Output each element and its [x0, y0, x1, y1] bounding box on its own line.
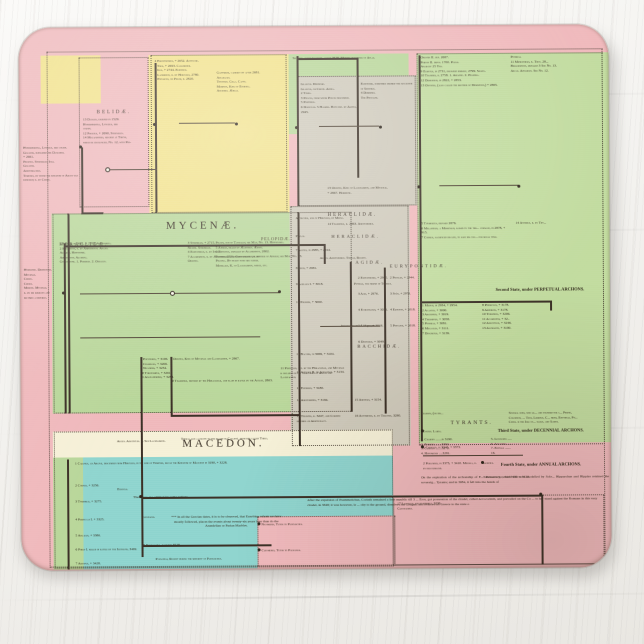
text-eurypontidae-sous: 3 Soüs, + 2976. [389, 291, 412, 296]
lineage-line [550, 300, 552, 311]
text-athens-top-right: Phorbas. 11 Menestheus, k. Troy, 28... B… [510, 54, 557, 73]
text-athens-charops: Several sons, who le... and founded the … [508, 410, 578, 423]
text-heraclidae-prumnis: 10 Prumnis, + 3060. [296, 299, 323, 305]
label-second-state: Second State, under PERPETUAL ARCHONS. [495, 287, 585, 292]
text-heraclidae-telestes: 17 Telestes, k. 3247, and Corinth become… [296, 413, 341, 423]
text-cleodaeus: Cleodaeus. [141, 514, 156, 520]
text-heraclidae-agelaus: 9 Agelaus I. + 3018. [295, 281, 324, 287]
text-eurotas: Eurotas. [117, 487, 129, 492]
text-macedon-aeropus: 7 Aeropus, + 3428. [75, 561, 101, 566]
text-mycenae-theras: Theras, led a colony to the island of Ca… [180, 436, 269, 441]
text-orestes-lacedaemon: 13 Orestes, King of Lacedaemon, and Myce… [327, 185, 388, 195]
text-troy-entries: 4 Erichthonius, + 2652. Astyoche. 5 Tros… [154, 58, 200, 82]
text-tyrants-gordius: Gordius. [483, 460, 494, 465]
text-macedon-aeropus-regent: Pausanias, Regent during the minority of… [155, 556, 222, 561]
text-tyrants-periander: 2 Periander, in 3373, + 3410. Melissa, k… [423, 461, 477, 470]
text-nicomedes: Nicomedes, Tutor to Plistarchus. [261, 522, 303, 527]
text-troy-entries-right: Ganymede, carried off after 2681. Assara… [216, 70, 261, 93]
chart-artwork: MACEDON. MYCENÆ. BELIDÆ. HERACLIDÆ. HERA… [18, 24, 612, 571]
text-tisamenus-right: 14 Tisamenus, k. 2863. Aristodemus. [327, 221, 374, 226]
lineage-node-open [169, 290, 175, 296]
text-heraclidae-agelaus2: 12 Agelaus II. or Agelaidas, + 3134. [296, 369, 345, 375]
mousepad[interactable]: MACEDON. MYCENÆ. BELIDÆ. HERACLIDÆ. HERA… [18, 24, 612, 571]
text-agidae-doryssus: 6 Doryssus, + 3049. [358, 339, 385, 344]
text-mycenae-argus: Argus. Aeschylus. 4. See Lacedaemon. [116, 438, 166, 444]
text-macedon-caranus: 1 Caranus, an Argive, descended from Her… [74, 460, 228, 466]
text-eurypontidae-prytanis: 5 Prytanis, + 3018. [390, 323, 416, 328]
lineage-node-open [105, 167, 111, 173]
text-sparta-lycurgus: 17 Lycurgus, killed himself, 3235. Cleod… [397, 501, 442, 511]
text-tyrants-psammetichus: 3 Psammetichus, from 3409 to 3422. [483, 474, 530, 479]
lineage-line [81, 212, 104, 215]
text-eurypontidae-eurypon: 4 Eurypon, + 3018. [390, 307, 416, 312]
text-heraclidae-eudemus: 13 Eudemus, + 3180. [296, 385, 325, 391]
text-athens-antheus: 14 Antheus, k. by Thy... [515, 220, 547, 225]
text-tyrants-cypselus: 1 Cypselus, in 3343, + 3373. [422, 445, 461, 450]
text-eurypontidae-procles: 2 Procles, + 2944. [389, 275, 415, 280]
text-athens-alcmaeon: Charops, (or his... [420, 411, 444, 416]
text-athens-colonies [540, 300, 607, 406]
text-misc-left-lower: Hyrnetho. Deiphontes. Mycenae. Cissus. C… [23, 267, 52, 300]
text-cleomenes: Cleomenes, Tutor to Pausanias. [261, 548, 302, 553]
heading-belidae: BELIDÆ. [96, 109, 132, 115]
text-theras-regent: Argus. Aristodemus. Theras, Regent. [319, 255, 367, 260]
text-belidae-entries: 13 Danaus, usurped in 1529. Hypermnestra… [82, 117, 132, 145]
text-athens-top-left: Orestes II. dep. 2687. Phidon II. depos.… [420, 55, 498, 87]
text-heraclidae-bacchis: 11 Bacchis, in 3069, + 3104. [296, 351, 335, 357]
text-heraclidae-automenes: 16 Automenes, k. by Telestes, 3280. [354, 413, 401, 418]
lineage-line [323, 243, 326, 264]
text-macedon-argaeus: 5 Argaeus, + 3386. [75, 533, 101, 538]
text-tyrants-evetes: Evetes. Labda. [422, 429, 442, 434]
